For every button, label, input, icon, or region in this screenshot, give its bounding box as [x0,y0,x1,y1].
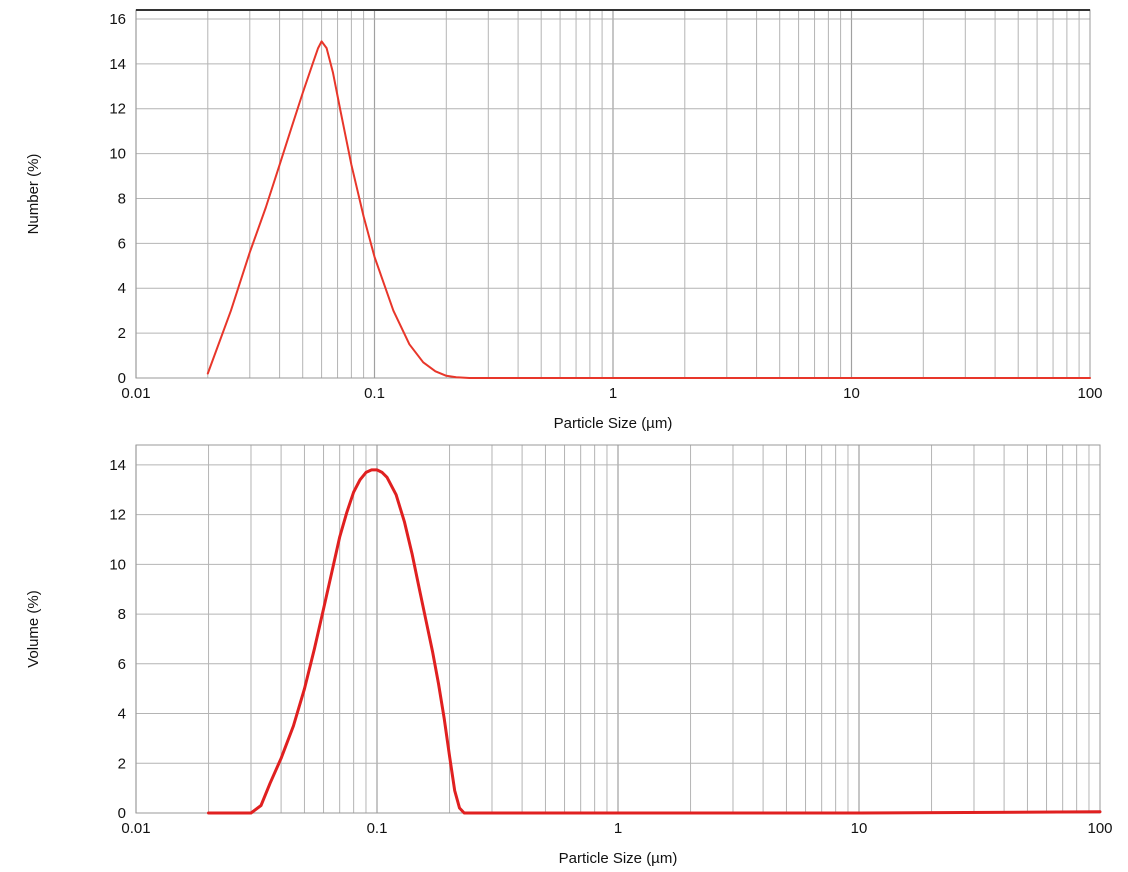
chart-0-x-tick-label: 100 [1077,385,1102,402]
chart-0-y-tick-label: 12 [109,101,126,118]
chart-1-x-tick-label: 0.1 [367,820,388,837]
chart-0-y-tick-label: 6 [118,235,126,252]
chart-0-x-tick-label: 0.1 [364,385,385,402]
number-distribution-chart: 0.01 0.1 1 10 100 0 2 4 6 8 10 12 14 16 Particle Size … [25,9,1103,432]
chart-1-y-tick-label: 6 [118,656,126,673]
volume-distribution-chart: 0.01 0.1 1 10 100 0 2 4 6 8 10 12 14 Particle Size (µ… [25,444,1113,867]
chart-0-x-tick-label: 0.01 [121,385,150,402]
chart-0-x-axis-label: Particle Size (µm) [554,415,673,432]
chart-0-y-axis-label: Number (%) [25,154,42,235]
chart-0-y-tick-label: 2 [118,325,126,342]
chart-0-y-tick-label: 8 [118,190,126,207]
chart-1-y-tick-label: 14 [109,457,126,474]
chart-0-y-tick-label: 10 [109,146,126,163]
chart-1-y-tick-label: 12 [109,507,126,524]
chart-1-x-tick-label: 1 [614,820,622,837]
chart-1-distribution-line [207,468,1102,815]
chart-0-y-tick-label: 14 [109,56,126,73]
chart-1-y-tick-label: 8 [118,606,126,623]
chart-1-x-tick-label: 100 [1087,820,1112,837]
chart-1-x-axis-label: Particle Size (µm) [559,850,678,867]
chart-0-x-tick-label: 1 [609,385,617,402]
chart-1-y-tick-label: 2 [118,755,126,772]
chart-1-y-tick-label: 4 [118,706,126,723]
chart-0-y-tick-label: 16 [109,11,126,28]
chart-1-x-tick-label: 0.01 [121,820,150,837]
chart-1-y-tick-label: 10 [109,556,126,573]
chart-1-y-axis-label: Volume (%) [25,590,42,668]
chart-0-y-tick-label: 4 [118,280,126,297]
chart-1-y-tick-label: 0 [118,805,126,822]
chart-0-x-tick-label: 10 [843,385,860,402]
chart-0-y-tick-label: 0 [118,370,126,387]
chart-1-x-tick-label: 10 [851,820,868,837]
chart-0-distribution-line [206,40,1091,379]
